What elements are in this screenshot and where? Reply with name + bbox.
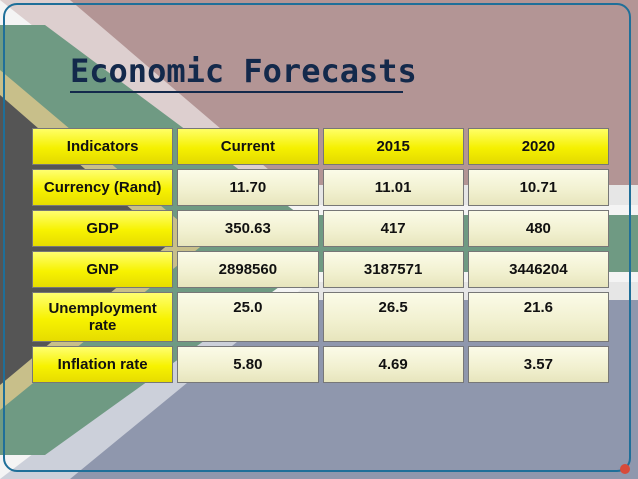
- value-current: 11.70: [177, 169, 319, 206]
- forecast-table: Indicators Current 2015 2020 Currency (R…: [28, 124, 613, 387]
- value-2015: 26.5: [322, 292, 464, 342]
- value-2015: 3187571: [322, 251, 464, 288]
- value-current: 350.63: [177, 210, 319, 247]
- title-underline: [70, 91, 403, 93]
- table-row: GDP 350.63 417 480: [32, 210, 609, 247]
- header-2015: 2015: [322, 128, 464, 165]
- slide-frame: [3, 3, 631, 472]
- slide-nav-dot[interactable]: [620, 464, 630, 474]
- slide-title: Economic Forecasts: [70, 52, 417, 90]
- value-2020: 3446204: [467, 251, 609, 288]
- table-row: GNP 2898560 3187571 3446204: [32, 251, 609, 288]
- value-current: 25.0: [177, 292, 319, 342]
- header-2020: 2020: [467, 128, 609, 165]
- indicator-label: GDP: [32, 210, 174, 247]
- value-current: 2898560: [177, 251, 319, 288]
- table-row: Inflation rate 5.80 4.69 3.57: [32, 346, 609, 383]
- table-header-row: Indicators Current 2015 2020: [32, 128, 609, 165]
- value-2020: 480: [467, 210, 609, 247]
- value-2015: 11.01: [322, 169, 464, 206]
- value-2020: 10.71: [467, 169, 609, 206]
- value-2015: 4.69: [322, 346, 464, 383]
- indicator-label: Currency (Rand): [32, 169, 174, 206]
- indicator-label: Unemployment rate: [32, 292, 174, 342]
- indicator-label: Inflation rate: [32, 346, 174, 383]
- value-2020: 3.57: [467, 346, 609, 383]
- header-indicators: Indicators: [32, 128, 174, 165]
- value-2020: 21.6: [467, 292, 609, 342]
- value-current: 5.80: [177, 346, 319, 383]
- indicator-label: GNP: [32, 251, 174, 288]
- header-current: Current: [177, 128, 319, 165]
- table-row: Currency (Rand) 11.70 11.01 10.71: [32, 169, 609, 206]
- value-2015: 417: [322, 210, 464, 247]
- table-row: Unemployment rate 25.0 26.5 21.6: [32, 292, 609, 342]
